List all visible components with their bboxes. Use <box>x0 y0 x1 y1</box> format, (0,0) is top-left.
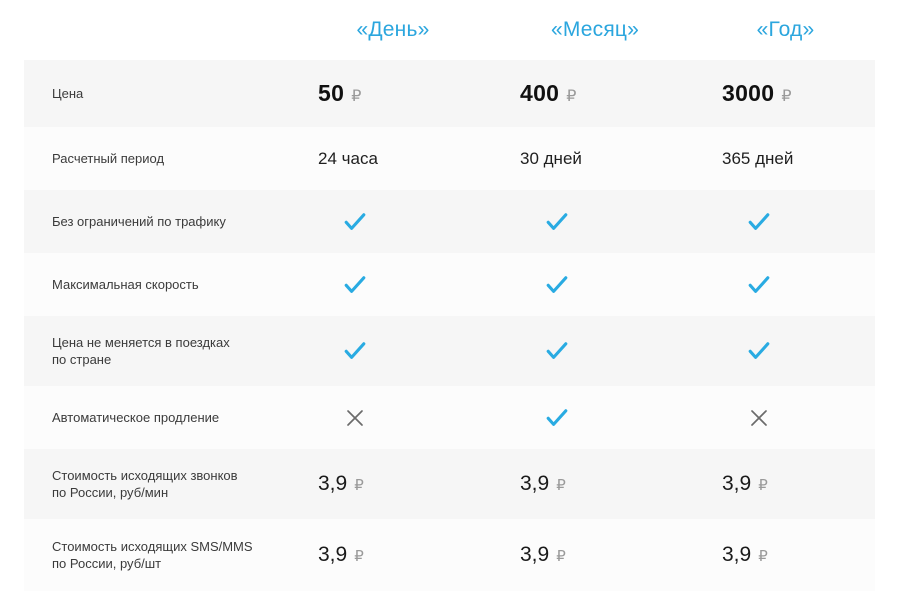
row-label-same-price-travel: Цена не меняется в поездках по стране <box>24 334 292 368</box>
currency-symbol: ₽ <box>758 548 768 565</box>
table-row: Цена не меняется в поездках по стране <box>24 316 875 386</box>
check-icon <box>747 210 771 234</box>
cell-price-year: 3000 ₽ <box>696 80 875 107</box>
currency-symbol: ₽ <box>354 477 364 494</box>
cell-period-year: 365 дней <box>696 149 875 169</box>
table-row: Максимальная скорость <box>24 253 875 316</box>
currency-symbol: ₽ <box>781 88 792 105</box>
row-label-line1: Стоимость исходящих звонков <box>52 468 238 483</box>
cell-sms-day: 3,9 ₽ <box>292 543 494 567</box>
cell-period-day: 24 часа <box>292 149 494 169</box>
cell-same-price-month <box>494 339 696 363</box>
cell-same-price-day <box>292 339 494 363</box>
currency-symbol: ₽ <box>566 88 577 105</box>
table-row: Автоматическое продление <box>24 386 875 449</box>
cell-max-speed-month <box>494 273 696 297</box>
check-icon <box>545 273 569 297</box>
plan-title-day: «День» <box>356 18 430 41</box>
row-label-line1: Стоимость исходящих SMS/MMS <box>52 539 253 554</box>
rate-value: 3,9 <box>318 472 348 495</box>
price-value: 400 <box>520 80 560 106</box>
cell-sms-month: 3,9 ₽ <box>494 543 696 567</box>
cell-calls-month: 3,9 ₽ <box>494 472 696 496</box>
currency-symbol: ₽ <box>758 477 768 494</box>
check-icon <box>545 210 569 234</box>
row-label-line2: по стране <box>52 352 112 367</box>
plan-column-year: «Год» <box>696 17 875 43</box>
row-label-line1: Цена <box>52 86 84 101</box>
cell-max-speed-year <box>696 273 898 297</box>
row-label-outgoing-calls: Стоимость исходящих звонков по России, р… <box>24 467 292 501</box>
cell-same-price-year <box>696 339 898 363</box>
check-icon <box>747 273 771 297</box>
cross-icon <box>747 406 771 430</box>
check-icon <box>343 273 367 297</box>
tariff-table: Цена 50 ₽ 400 ₽ 3000 ₽ Расчетный период … <box>24 60 875 591</box>
row-label-line2: по России, руб/мин <box>52 485 169 500</box>
table-row: Цена 50 ₽ 400 ₽ 3000 ₽ <box>24 60 875 127</box>
row-label-auto-renewal: Автоматическое продление <box>24 409 292 426</box>
cell-auto-renewal-day <box>292 406 494 430</box>
currency-symbol: ₽ <box>351 88 362 105</box>
plan-column-day: «День» <box>292 17 494 43</box>
cell-auto-renewal-month <box>494 406 696 430</box>
row-label-line1: Без ограничений по трафику <box>52 214 226 229</box>
period-value: 24 часа <box>318 148 378 168</box>
row-label-line1: Цена не меняется в поездках <box>52 335 230 350</box>
cell-auto-renewal-year <box>696 406 898 430</box>
row-label-price: Цена <box>24 85 292 102</box>
rate-value: 3,9 <box>318 543 348 566</box>
row-label-line1: Максимальная скорость <box>52 277 199 292</box>
price-value: 50 <box>318 80 345 106</box>
currency-symbol: ₽ <box>556 477 566 494</box>
cell-price-month: 400 ₽ <box>494 80 696 107</box>
cross-icon <box>343 406 367 430</box>
table-row: Расчетный период 24 часа 30 дней 365 дне… <box>24 127 875 190</box>
check-icon <box>747 339 771 363</box>
cell-sms-year: 3,9 ₽ <box>696 543 875 567</box>
cell-price-day: 50 ₽ <box>292 80 494 107</box>
row-label-unlimited-traffic: Без ограничений по трафику <box>24 213 292 230</box>
rate-value: 3,9 <box>722 472 752 495</box>
check-icon <box>545 339 569 363</box>
rate-value: 3,9 <box>520 543 550 566</box>
row-label-outgoing-sms: Стоимость исходящих SMS/MMS по России, р… <box>24 538 292 572</box>
currency-symbol: ₽ <box>556 548 566 565</box>
table-row: Стоимость исходящих SMS/MMS по России, р… <box>24 519 875 591</box>
rate-value: 3,9 <box>520 472 550 495</box>
row-label-billing-period: Расчетный период <box>24 150 292 167</box>
cell-calls-day: 3,9 ₽ <box>292 472 494 496</box>
table-row: Стоимость исходящих звонков по России, р… <box>24 449 875 519</box>
plan-title-month: «Месяц» <box>550 18 640 41</box>
row-label-line1: Расчетный период <box>52 151 165 166</box>
cell-unlimited-day <box>292 210 494 234</box>
row-label-line1: Автоматическое продление <box>52 410 220 425</box>
table-row: Без ограничений по трафику <box>24 190 875 253</box>
cell-max-speed-day <box>292 273 494 297</box>
check-icon <box>343 210 367 234</box>
check-icon <box>545 406 569 430</box>
check-icon <box>343 339 367 363</box>
cell-unlimited-month <box>494 210 696 234</box>
cell-unlimited-year <box>696 210 898 234</box>
cell-period-month: 30 дней <box>494 149 696 169</box>
period-value: 365 дней <box>722 148 794 168</box>
plan-title-year: «Год» <box>756 18 815 41</box>
cell-calls-year: 3,9 ₽ <box>696 472 875 496</box>
rate-value: 3,9 <box>722 543 752 566</box>
period-value: 30 дней <box>520 148 582 168</box>
plan-header-row: «День» «Месяц» «Год» <box>0 0 898 60</box>
plan-column-month: «Месяц» <box>494 17 696 43</box>
row-label-line2: по России, руб/шт <box>52 556 162 571</box>
row-label-max-speed: Максимальная скорость <box>24 276 292 293</box>
price-value: 3000 <box>722 80 775 106</box>
currency-symbol: ₽ <box>354 548 364 565</box>
